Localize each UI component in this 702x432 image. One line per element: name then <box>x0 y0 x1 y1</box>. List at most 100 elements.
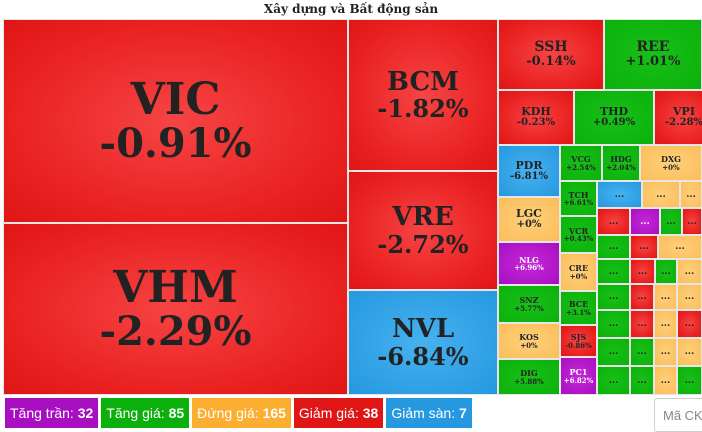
legend-item[interactable]: Đứng giá: 165 <box>192 398 291 428</box>
treemap-cell-pc1[interactable]: PC1 +6.82% <box>560 357 597 395</box>
page-title: Xây dựng và Bất động sản <box>263 2 439 16</box>
legend-item[interactable]: Tăng giá: 85 <box>101 398 190 428</box>
treemap-cell-vcr[interactable]: VCR +0.43% <box>560 216 597 253</box>
treemap-cell-collapsed[interactable]: ... <box>597 338 630 366</box>
treemap-cell-collapsed[interactable]: ... <box>630 310 654 338</box>
collapsed-indicator: ... <box>608 216 619 227</box>
treemap-cell-collapsed[interactable]: ... <box>597 259 630 284</box>
collapsed-indicator: ... <box>637 319 647 329</box>
legend-count: 165 <box>262 405 286 421</box>
collapsed-indicator: ... <box>637 292 647 302</box>
legend-item[interactable]: Giảm sàn: 7 <box>386 398 472 428</box>
treemap-cell-collapsed[interactable]: ... <box>682 208 702 235</box>
price-change: +6.96% <box>514 263 544 273</box>
treemap-cell-collapsed[interactable]: ... <box>654 366 677 395</box>
legend-label: Giảm giá: <box>298 405 359 421</box>
treemap-cell-bce[interactable]: BCE +3.1% <box>560 291 597 325</box>
treemap-cell-bcm[interactable]: BCM -1.82% <box>348 19 498 171</box>
treemap-cell-vhm[interactable]: VHM -2.29% <box>3 223 348 395</box>
treemap-cell-ssh[interactable]: SSH -0.14% <box>498 19 604 90</box>
treemap-cell-collapsed[interactable]: ... <box>630 284 654 310</box>
collapsed-indicator: ... <box>608 375 619 386</box>
stock-code-search-input[interactable] <box>654 398 702 432</box>
price-change: +0.43% <box>563 234 594 244</box>
treemap-cell-collapsed[interactable]: ... <box>677 259 702 284</box>
treemap-cell-ree[interactable]: REE +1.01% <box>604 19 702 90</box>
legend-count: 38 <box>362 405 379 421</box>
collapsed-indicator: ... <box>608 266 619 277</box>
treemap-cell-collapsed[interactable]: ... <box>630 259 655 284</box>
treemap-cell-collapsed[interactable]: ... <box>630 208 660 235</box>
price-change: +6.61% <box>563 198 594 208</box>
treemap-cell-lgc[interactable]: LGC +0% <box>498 197 560 242</box>
treemap-cell-cre[interactable]: CRE +0% <box>560 253 597 291</box>
treemap-cell-collapsed[interactable]: ... <box>630 338 654 366</box>
stock-symbol: VCR <box>568 225 589 236</box>
treemap-cell-collapsed[interactable]: ... <box>654 284 677 310</box>
treemap-cell-collapsed[interactable]: ... <box>597 208 630 235</box>
collapsed-indicator: ... <box>656 189 666 200</box>
treemap-cell-dxg[interactable]: DXG +0% <box>640 145 702 181</box>
treemap-cell-collapsed[interactable]: ... <box>630 366 654 395</box>
treemap-cell-sjs[interactable]: SJS -0.86% <box>560 325 597 357</box>
treemap-cell-vcg[interactable]: VCG +2.54% <box>560 145 602 181</box>
treemap-cell-collapsed[interactable]: ... <box>654 310 677 338</box>
collapsed-indicator: ... <box>608 242 619 252</box>
treemap-cell-kdh[interactable]: KDH -0.23% <box>498 90 574 145</box>
treemap-cell-collapsed[interactable]: ... <box>660 208 682 235</box>
price-change: -2.72% <box>377 229 469 259</box>
stock-symbol: VPI <box>673 105 695 119</box>
legend-item[interactable]: Giảm giá: 38 <box>293 398 384 428</box>
stock-symbol: BCE <box>568 299 589 310</box>
price-change: +0% <box>662 162 680 172</box>
price-change: +0% <box>516 219 542 231</box>
treemap-cell-collapsed[interactable]: ... <box>597 366 630 395</box>
treemap-cell-collapsed[interactable]: ... <box>642 181 680 208</box>
treemap-cell-vic[interactable]: VIC -0.91% <box>3 19 348 223</box>
treemap-cell-collapsed[interactable]: ... <box>677 338 702 366</box>
collapsed-indicator: ... <box>686 189 696 200</box>
treemap-cell-thd[interactable]: THD +0.49% <box>574 90 654 145</box>
collapsed-indicator: ... <box>608 292 619 302</box>
stock-symbol: SJS <box>570 332 587 343</box>
treemap-cell-tch[interactable]: TCH +6.61% <box>560 181 597 216</box>
treemap-cell-collapsed[interactable]: ... <box>597 235 630 259</box>
treemap-cell-collapsed[interactable]: ... <box>597 310 630 338</box>
legend-label: Giảm sàn: <box>391 405 456 421</box>
treemap-cell-vpi[interactable]: VPI -2.28% <box>654 90 702 145</box>
legend-label: Tăng giá: <box>106 405 165 421</box>
legend-item[interactable]: Tăng trần: 32 <box>5 398 99 428</box>
treemap-cell-kos[interactable]: KOS +0% <box>498 323 560 359</box>
price-change: +2.04% <box>606 162 636 172</box>
treemap-cell-collapsed[interactable]: ... <box>630 235 658 259</box>
stock-symbol: CRE <box>568 263 589 274</box>
price-change: +6.82% <box>563 375 594 385</box>
treemap-cell-collapsed[interactable]: ... <box>658 235 702 259</box>
treemap-cell-pdr[interactable]: PDR -6.81% <box>498 145 560 197</box>
treemap-cell-collapsed[interactable]: ... <box>597 181 642 208</box>
stock-symbol: BCM <box>387 66 459 97</box>
treemap-cell-collapsed[interactable]: ... <box>655 259 677 284</box>
collapsed-indicator: ... <box>640 216 650 227</box>
treemap-cell-nlg[interactable]: NLG +6.96% <box>498 242 560 285</box>
treemap-cell-collapsed[interactable]: ... <box>597 284 630 310</box>
treemap-cell-collapsed[interactable]: ... <box>680 181 702 208</box>
treemap-cell-hdg[interactable]: HDG +2.04% <box>602 145 640 181</box>
stock-symbol: TCH <box>568 189 589 200</box>
treemap-cell-nvl[interactable]: NVL -6.84% <box>348 290 498 395</box>
treemap-cell-vre[interactable]: VRE -2.72% <box>348 171 498 290</box>
stock-symbol: KOS <box>519 332 539 343</box>
legend-count: 32 <box>77 405 94 421</box>
price-change: +5.88% <box>514 376 544 386</box>
collapsed-indicator: ... <box>660 319 671 329</box>
legend-count: 85 <box>168 405 185 421</box>
treemap-cell-collapsed[interactable]: ... <box>654 338 677 366</box>
treemap-cell-dig[interactable]: DIG +5.88% <box>498 359 560 395</box>
treemap-cell-collapsed[interactable]: ... <box>677 310 702 338</box>
treemap: VIC -0.91% VHM -2.29% BCM -1.82% VRE -2.72% NVL -… <box>3 19 702 395</box>
treemap-cell-collapsed[interactable]: ... <box>677 366 702 395</box>
stock-symbol: NVL <box>391 314 455 345</box>
collapsed-indicator: ... <box>608 319 619 329</box>
treemap-cell-collapsed[interactable]: ... <box>677 284 702 310</box>
treemap-cell-snz[interactable]: SNZ +5.77% <box>498 285 560 323</box>
